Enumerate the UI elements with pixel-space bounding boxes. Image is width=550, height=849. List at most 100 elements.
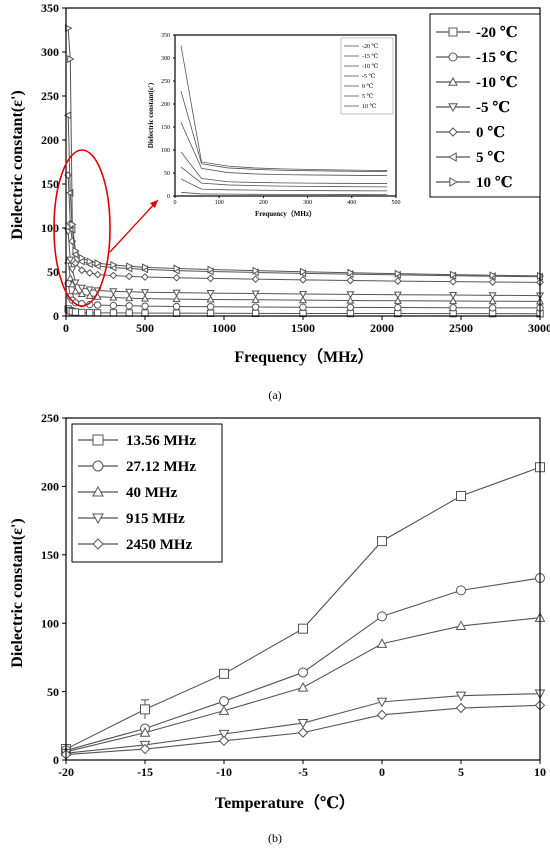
legend-label: -5 ℃ xyxy=(476,100,510,116)
data-point xyxy=(110,260,118,270)
data-point xyxy=(66,256,75,264)
legend-marker xyxy=(447,152,457,162)
legend-label: 5 ℃ xyxy=(476,150,505,166)
data-point xyxy=(109,288,118,296)
data-point xyxy=(449,304,457,312)
data-point xyxy=(252,266,260,275)
data-point xyxy=(67,54,75,64)
data-point xyxy=(93,301,102,309)
x-tick-label: -20 xyxy=(58,765,74,779)
data-point xyxy=(219,696,229,707)
data-point xyxy=(71,259,80,268)
legend-marker xyxy=(92,485,104,497)
x-tick-label: -10 xyxy=(216,765,232,779)
y-tick-label: 100 xyxy=(41,616,59,630)
y-tick-label: 150 xyxy=(161,125,170,131)
data-point xyxy=(298,667,308,678)
data-point xyxy=(86,308,94,317)
data-point xyxy=(346,296,355,304)
series-6 xyxy=(180,91,388,173)
data-point xyxy=(206,295,215,303)
data-point xyxy=(172,302,181,311)
series-line xyxy=(180,151,388,184)
y-axis-label-b: Dielectric constant(ε') xyxy=(9,518,26,667)
series-line xyxy=(180,45,388,171)
inset-legend-label: -10 ℃ xyxy=(362,63,378,70)
data-point xyxy=(206,290,215,298)
data-point xyxy=(141,263,150,272)
data-point xyxy=(394,269,403,278)
legend-label: -20 ℃ xyxy=(476,25,518,41)
data-point xyxy=(172,273,181,282)
inset-axes: 0 100 200 300 400 500 0 50 100 150 200 250 300 350 xyxy=(161,33,401,206)
data-point xyxy=(66,273,75,282)
inset-legend-label: -15 ℃ xyxy=(362,53,378,60)
data-point xyxy=(72,246,80,255)
inset-pointer-arrow xyxy=(109,199,159,253)
data-point xyxy=(298,290,308,299)
y-tick-label: 250 xyxy=(41,89,59,103)
highlight-ellipse xyxy=(53,149,111,307)
x-tick-label: 500 xyxy=(392,200,401,206)
inset-legend-label: 10 ℃ xyxy=(362,103,377,110)
data-point xyxy=(139,727,151,737)
inset-legend-box xyxy=(340,37,394,115)
data-point xyxy=(125,272,134,281)
data-point xyxy=(297,727,309,738)
legend-marker xyxy=(92,538,104,550)
x-tick-label: 3000 xyxy=(528,321,550,335)
data-point xyxy=(219,668,229,679)
series-4 xyxy=(60,689,546,759)
data-point xyxy=(449,277,458,286)
y-tick-label: 200 xyxy=(41,480,59,494)
legend-a: -20 ℃ -15 ℃ -10 ℃ -5 ℃ 0 ℃ 5 ℃ 10 ℃ xyxy=(429,13,541,198)
series-line xyxy=(180,178,388,192)
inset-series xyxy=(180,45,388,195)
x-tick-label: 0 xyxy=(174,200,177,206)
y-tick-label: 0 xyxy=(53,753,59,767)
y-axis-label-a: Dielectric constant(ε') xyxy=(9,90,26,239)
x-tick-label: 0 xyxy=(63,321,69,335)
data-point xyxy=(393,277,402,285)
data-point xyxy=(488,296,497,305)
data-point xyxy=(172,289,181,297)
data-point xyxy=(488,292,497,300)
legend-marker xyxy=(448,127,458,137)
data-point xyxy=(376,709,388,721)
inset-legend-label: -20 ℃ xyxy=(362,43,378,50)
data-point xyxy=(251,303,260,311)
data-point xyxy=(488,304,497,312)
series-3 xyxy=(64,256,545,305)
data-point xyxy=(71,279,80,287)
legend-marker xyxy=(448,27,458,37)
data-point xyxy=(450,270,458,279)
data-point xyxy=(125,293,134,302)
data-point xyxy=(109,293,118,301)
data-point xyxy=(109,271,118,280)
legend-marker xyxy=(92,434,104,446)
data-point xyxy=(455,620,467,631)
x-axis-label-b: Temperature（℃） xyxy=(215,794,355,812)
legend-marker xyxy=(92,513,104,525)
data-point xyxy=(297,681,309,692)
y-tick-label: 100 xyxy=(41,221,59,235)
y-tick-label: 0 xyxy=(53,309,59,323)
y-tick-label: 250 xyxy=(161,79,170,85)
data-point xyxy=(77,289,86,298)
y-tick-label: 350 xyxy=(161,33,170,39)
data-point xyxy=(85,286,94,294)
y-tick-label: 300 xyxy=(161,56,170,62)
legend-marker xyxy=(448,76,458,86)
data-point xyxy=(66,188,74,197)
plot-frame xyxy=(174,34,397,197)
inset-legend-label: -5 ℃ xyxy=(362,73,375,80)
series-5 xyxy=(64,171,544,287)
legend-b: 13.56 MHz 27.12 MHz 40 MHz 915 MHz 2450 MHz xyxy=(71,423,223,563)
series-5 xyxy=(180,122,388,177)
legend-label: -15 ℃ xyxy=(476,50,518,66)
data-point xyxy=(125,288,134,297)
legend-marker xyxy=(92,460,104,472)
data-point xyxy=(347,268,355,277)
data-point xyxy=(140,704,150,715)
